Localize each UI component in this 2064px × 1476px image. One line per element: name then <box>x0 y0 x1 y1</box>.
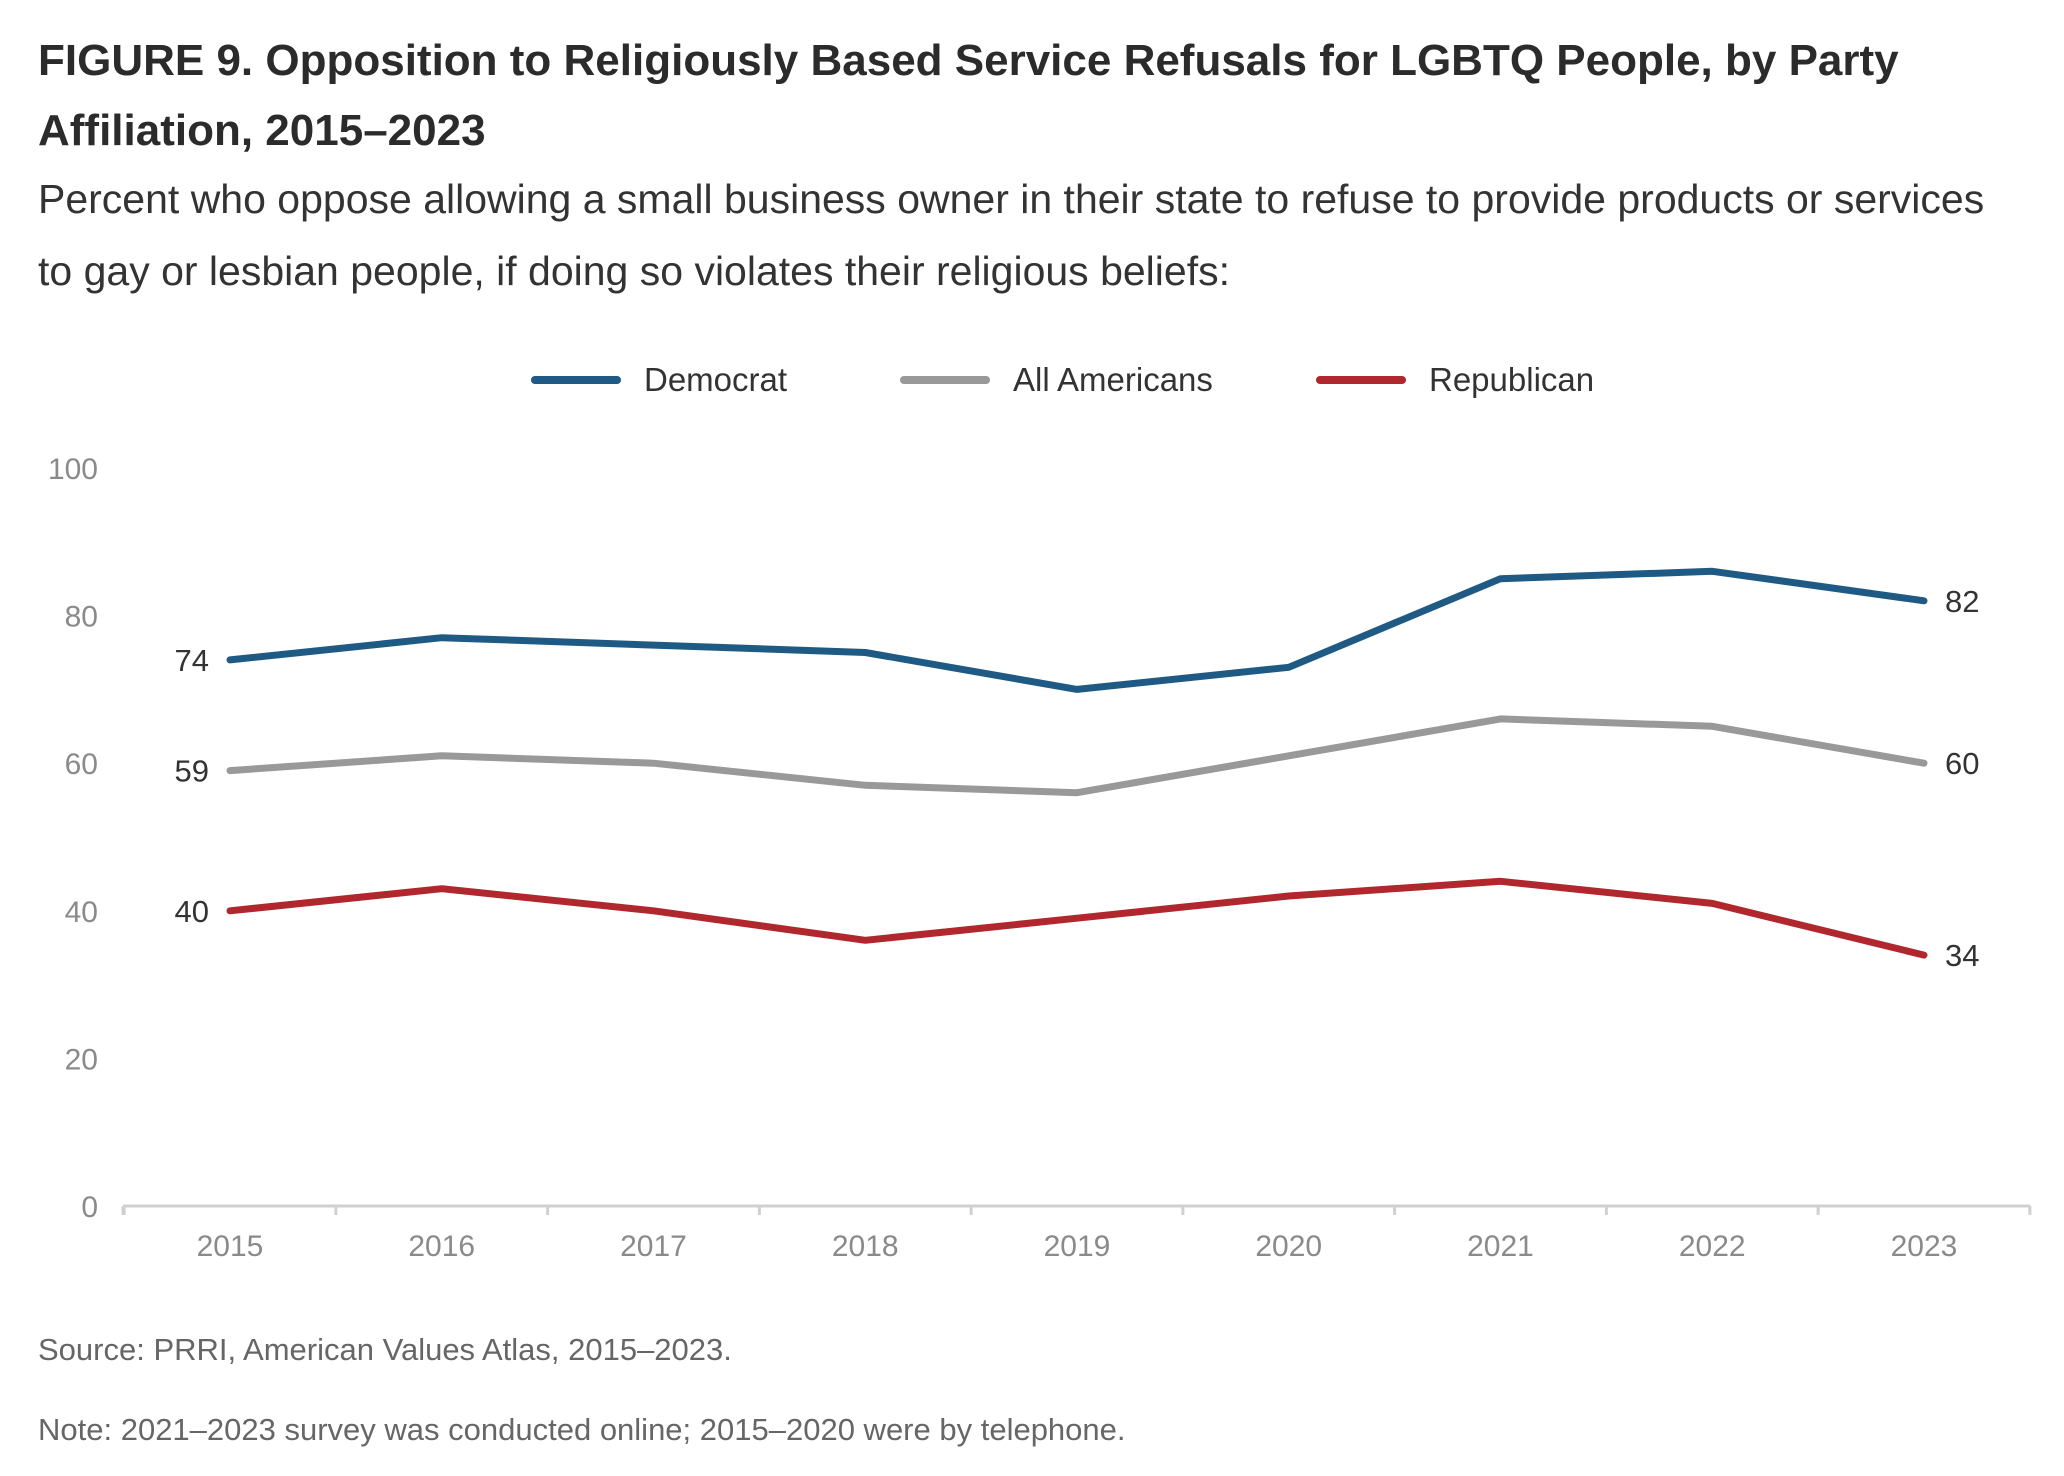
series-line-democrat <box>226 567 1928 693</box>
y-tick-label-80: 80 <box>65 601 98 634</box>
chart-subtitle: Percent who oppose allowing a small busi… <box>38 176 1985 294</box>
line-chart: Democrat All Americans Republican 0 20 40 60 8… <box>48 361 2032 1263</box>
y-tick-label-100: 100 <box>48 453 98 486</box>
series-lines <box>226 567 1928 959</box>
y-tick-label-60: 60 <box>65 748 98 781</box>
y-tick-label-40: 40 <box>65 896 98 929</box>
data-label-republican-2015: 40 <box>175 894 209 929</box>
x-tick-label-2018: 2018 <box>832 1230 899 1263</box>
x-tick-label-2016: 2016 <box>408 1230 475 1263</box>
series-line-all-americans <box>226 715 1928 797</box>
data-label-democrat-2023: 82 <box>1945 584 1979 619</box>
method-note: Note: 2021–2023 survey was conducted onl… <box>38 1412 1126 1447</box>
data-label-all-americans-2015: 59 <box>175 754 209 789</box>
legend-label-democrat: Democrat <box>644 361 787 398</box>
x-tick-label-2015: 2015 <box>197 1230 264 1263</box>
x-tick-label-2020: 2020 <box>1255 1230 1322 1263</box>
series-line-republican <box>226 877 1928 959</box>
x-tick-label-2022: 2022 <box>1679 1230 1746 1263</box>
x-tick-label-2017: 2017 <box>620 1230 687 1263</box>
x-tick-label-2019: 2019 <box>1044 1230 1111 1263</box>
legend-label-all-americans: All Americans <box>1013 361 1213 398</box>
chart-title: FIGURE 9. Opposition to Religiously Base… <box>38 36 1899 155</box>
y-tick-label-0: 0 <box>81 1191 98 1224</box>
data-label-democrat-2015: 74 <box>175 643 209 678</box>
data-label-all-americans-2023: 60 <box>1945 746 1979 781</box>
x-tick-label-2023: 2023 <box>1891 1230 1958 1263</box>
x-tick-label-2021: 2021 <box>1467 1230 1534 1263</box>
chart-legend: Democrat All Americans Republican <box>531 361 1594 398</box>
y-tick-label-20: 20 <box>65 1043 98 1076</box>
data-labels: 74 82 59 60 40 34 <box>175 584 1980 973</box>
x-axis: 2015 2016 2017 2018 2019 2020 2021 2022 2023 <box>121 1204 2032 1263</box>
y-axis: 0 20 40 60 80 100 <box>48 453 98 1224</box>
source-note: Source: PRRI, American Values Atlas, 201… <box>38 1332 732 1367</box>
data-label-republican-2023: 34 <box>1945 938 1979 973</box>
legend-label-republican: Republican <box>1429 361 1594 398</box>
